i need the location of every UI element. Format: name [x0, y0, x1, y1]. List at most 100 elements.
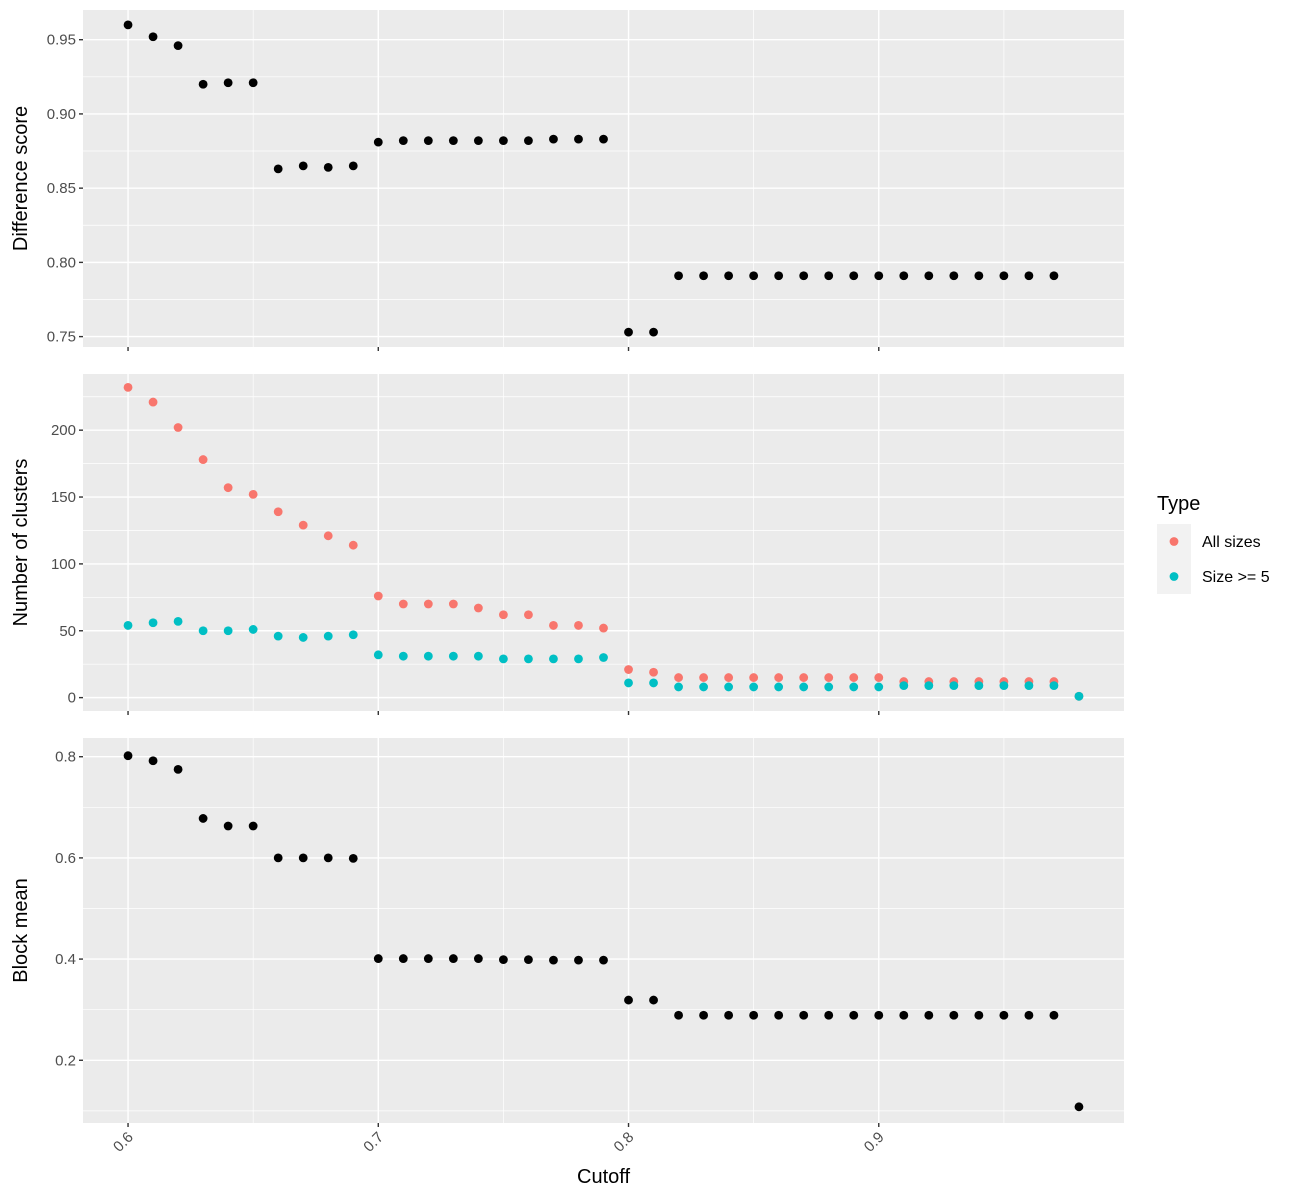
data-point — [524, 610, 533, 620]
data-point — [323, 531, 333, 541]
y-tick-label: 0.2 — [55, 1052, 76, 1069]
data-point — [849, 1010, 859, 1020]
y-tick-label: 0.4 — [55, 951, 76, 968]
y-tick-label: 0.80 — [47, 254, 76, 271]
legend: Type All sizes Size >= 5 — [1157, 493, 1270, 594]
data-point — [423, 651, 433, 661]
data-point — [1049, 271, 1059, 281]
data-point — [1074, 691, 1084, 701]
data-point — [924, 1010, 934, 1020]
data-point — [473, 136, 483, 146]
x-tick-label: 0.7 — [360, 1129, 387, 1156]
data-point — [499, 955, 508, 964]
data-point — [799, 271, 809, 281]
data-point — [824, 271, 834, 281]
data-point — [248, 489, 258, 499]
data-point — [649, 327, 658, 337]
data-point — [999, 271, 1009, 281]
data-point — [524, 955, 533, 964]
x-tick-label: 0.6 — [110, 1129, 137, 1156]
legend-entries: All sizes Size >= 5 — [1157, 524, 1270, 594]
data-point — [674, 1010, 683, 1020]
data-point — [1074, 1102, 1084, 1112]
x-axis-title: Cutoff — [577, 1166, 630, 1188]
data-point — [1024, 681, 1034, 690]
data-point — [699, 271, 708, 281]
data-point — [699, 673, 708, 682]
data-point — [1024, 271, 1034, 281]
data-point — [774, 271, 784, 281]
data-point — [999, 681, 1009, 690]
data-point — [223, 821, 233, 831]
data-point — [799, 682, 809, 692]
data-point — [398, 651, 408, 661]
data-point — [674, 682, 683, 692]
panels: 0.75 0.80 0.85 0.90 0.95 Difference score 0 50 1… — [10, 10, 1124, 1127]
data-point — [348, 161, 358, 171]
data-point — [198, 455, 208, 464]
data-point — [949, 681, 959, 690]
data-point — [398, 954, 408, 963]
data-point — [1049, 1010, 1059, 1020]
legend-entry: Size >= 5 — [1157, 559, 1270, 594]
y-axis-title: Difference score — [10, 106, 32, 251]
data-point — [448, 651, 458, 661]
data-point — [448, 954, 458, 963]
data-point — [924, 681, 934, 690]
data-point — [173, 423, 183, 432]
x-tick-label: 0.9 — [861, 1129, 888, 1156]
data-point — [298, 520, 308, 530]
data-point — [298, 633, 308, 642]
data-point — [173, 41, 183, 51]
data-point — [148, 32, 158, 42]
data-point — [799, 1010, 809, 1020]
data-point — [123, 20, 133, 30]
y-axis-title: Block mean — [10, 878, 32, 983]
y-tick-label: 0.95 — [47, 32, 76, 49]
y-tick-label: 200 — [51, 422, 76, 439]
data-point — [924, 271, 934, 281]
data-point — [223, 483, 233, 493]
data-point — [724, 1010, 734, 1020]
data-point — [899, 681, 909, 690]
data-point — [223, 78, 233, 88]
data-point — [574, 654, 583, 664]
data-point — [599, 134, 608, 144]
data-point — [724, 682, 734, 692]
data-point — [874, 673, 884, 682]
data-point — [699, 1010, 708, 1020]
data-point — [348, 630, 358, 640]
data-point — [148, 756, 158, 766]
data-point — [974, 1010, 984, 1020]
data-point — [173, 764, 183, 774]
legend-entry: All sizes — [1157, 524, 1261, 559]
data-point — [774, 673, 784, 682]
data-point — [148, 618, 158, 628]
data-point — [674, 673, 683, 682]
data-point — [649, 678, 658, 688]
data-point — [824, 682, 834, 692]
data-point — [624, 665, 633, 674]
data-point — [624, 678, 633, 688]
data-point — [373, 954, 383, 963]
data-point — [1024, 1010, 1034, 1020]
data-point — [473, 651, 483, 661]
data-point — [273, 853, 283, 863]
data-point — [699, 682, 708, 692]
data-point — [974, 681, 984, 690]
data-point — [649, 667, 658, 677]
data-point — [499, 610, 508, 620]
data-point — [574, 955, 583, 965]
data-point — [949, 271, 959, 281]
data-point — [223, 626, 233, 636]
data-point — [874, 682, 884, 692]
panel-background — [83, 738, 1124, 1123]
data-point — [323, 162, 333, 172]
data-point — [799, 673, 809, 682]
series-1 — [123, 20, 1059, 337]
data-point — [524, 136, 533, 146]
data-point — [599, 653, 608, 662]
y-tick-label: 100 — [51, 556, 76, 573]
data-point — [248, 78, 258, 88]
y-axis-title: Number of clusters — [10, 459, 32, 627]
